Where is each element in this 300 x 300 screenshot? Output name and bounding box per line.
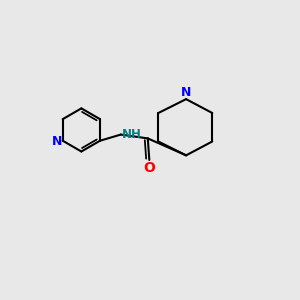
Text: NH: NH xyxy=(122,128,142,141)
Text: O: O xyxy=(143,161,155,175)
Text: N: N xyxy=(52,135,62,148)
Text: N: N xyxy=(181,86,191,100)
